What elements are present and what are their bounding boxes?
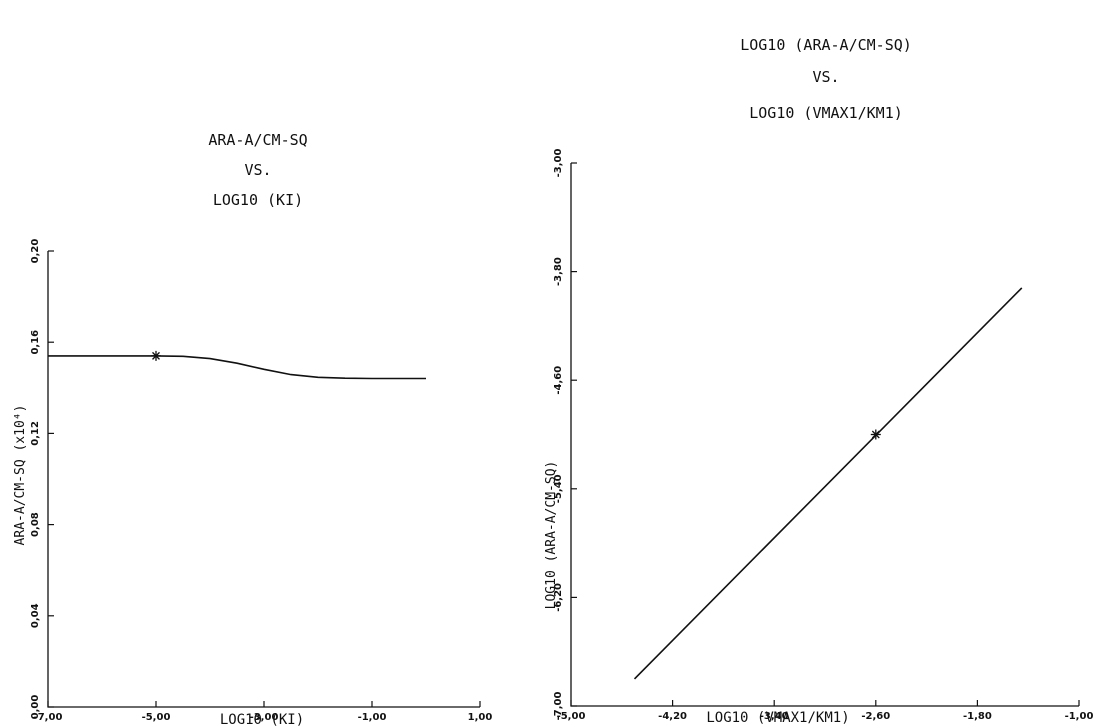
chart-ki-title-line-2: VS.	[244, 161, 271, 179]
marker-stroke	[871, 430, 880, 439]
chart-vmax-title-line-1: LOG10 (ARA-A/CM-SQ)	[740, 36, 912, 54]
x-tick-label: -3,00	[250, 712, 279, 723]
chart-ki-y-axis-label: ARA-A/CM-SQ (x10⁴)	[13, 405, 28, 546]
x-tick-label: -2,60	[861, 711, 890, 722]
x-tick-label: -3,40	[760, 711, 789, 722]
chart-vmax-title-line-3: LOG10 (VMAX1/KM1)	[749, 104, 903, 122]
chart-ki-series-line	[48, 355, 426, 380]
x-tick-label: 1,00	[468, 712, 493, 723]
chart-vmax-series-line	[633, 287, 1023, 680]
y-tick-label: 0,00	[30, 695, 41, 720]
marker-stroke	[152, 351, 160, 360]
chart-ki-marker	[151, 350, 161, 361]
x-tick-label: -1,80	[963, 711, 992, 722]
x-tick-label: -1,00	[358, 712, 387, 723]
chart-vmax-y-axis-label: LOG10 (ARA-A/CM-SQ)	[544, 461, 559, 610]
y-tick-label: -7,00	[553, 692, 564, 721]
y-tick-label: -3,80	[553, 257, 564, 286]
chart-vmax-x-ticks: -5,00 -4,20 -3,40 -2,60 -1,80 -1,00	[557, 700, 1094, 722]
chart-vmax-title-line-2: VS.	[812, 68, 839, 86]
chart-ki-axes	[47, 251, 480, 708]
chart-vmax-x-axis-label: LOG10 (VMAX1/KM1)	[706, 710, 849, 726]
chart-vmax: LOG10 (ARA-A/CM-SQ) VS. LOG10 (VMAX1/KM1…	[544, 36, 1093, 726]
chart-ki-title-line-1: ARA-A/CM-SQ	[208, 131, 307, 149]
y-tick-label: -6,20	[553, 583, 564, 612]
x-tick-label: -5,00	[142, 712, 171, 723]
x-tick-label: -5,00	[557, 711, 586, 722]
y-tick-label: 0,12	[30, 421, 41, 446]
chart-ki-y-ticks: 0,00 0,04 0,08 0,12 0,16 0,20	[30, 239, 54, 720]
chart-ki-x-ticks: -7,00 -5,00 -3,00 -1,00 1,00	[34, 701, 493, 723]
y-tick-label: -4,60	[553, 366, 564, 395]
y-tick-label: 0,20	[30, 239, 41, 264]
chart-ki-x-axis-label: LOG10 (KI)	[220, 712, 304, 728]
y-tick-label: 0,16	[30, 330, 41, 355]
chart-vmax-axes	[570, 163, 1079, 707]
chart-vmax-marker	[870, 429, 881, 440]
y-tick-label: 0,08	[30, 512, 41, 537]
chart-vmax-y-ticks: -7,00 -6,20 -5,40 -4,60 -3,80 -3,00	[553, 149, 577, 721]
chart-ki: ARA-A/CM-SQ VS. LOG10 (KI) -7,00 -5,00 -3,…	[13, 131, 492, 728]
x-tick-label: -1,00	[1065, 711, 1094, 722]
x-tick-label: -7,00	[34, 712, 63, 723]
y-tick-label: -5,40	[553, 474, 564, 503]
y-tick-label: 0,04	[30, 603, 41, 628]
chart-ki-title-line-3: LOG10 (KI)	[213, 191, 303, 209]
y-tick-label: -3,00	[553, 149, 564, 178]
x-tick-label: -4,20	[658, 711, 687, 722]
